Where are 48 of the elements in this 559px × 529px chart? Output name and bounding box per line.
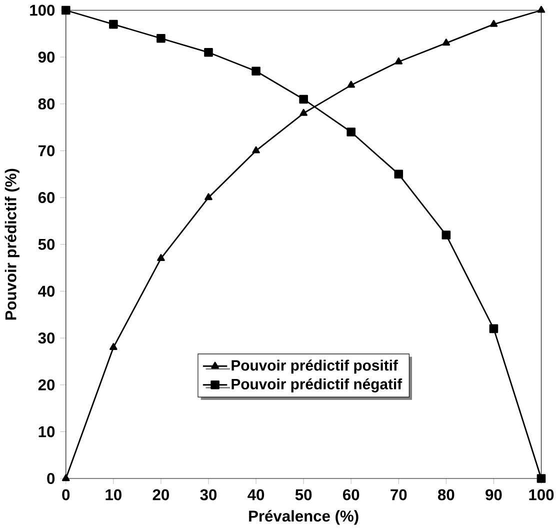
x-tick-label: 30 bbox=[200, 489, 217, 500]
point bbox=[62, 474, 70, 481]
y-tick-label: 90 bbox=[38, 51, 55, 62]
y-tick-label: 100 bbox=[30, 4, 55, 16]
point bbox=[442, 230, 451, 240]
y-tick-label: 20 bbox=[38, 379, 55, 390]
point bbox=[61, 6, 70, 14]
point bbox=[156, 34, 166, 43]
y-tick-label: 0 bbox=[47, 472, 55, 484]
y-tick-label: 40 bbox=[38, 285, 55, 297]
point bbox=[394, 170, 404, 178]
point bbox=[489, 324, 498, 333]
point bbox=[299, 94, 308, 104]
point bbox=[204, 192, 212, 200]
y-axis-title: Pouvoir prédictif (%) bbox=[4, 168, 20, 320]
point bbox=[157, 254, 165, 261]
point bbox=[204, 48, 213, 57]
y-tick-label: 50 bbox=[38, 238, 55, 250]
x-tick-label: 0 bbox=[62, 489, 70, 500]
point bbox=[110, 342, 118, 350]
y-tick-label: 80 bbox=[38, 98, 55, 110]
point bbox=[252, 66, 260, 76]
x-tick-label: 40 bbox=[248, 489, 264, 500]
legend-label: Pouvoir prédictif négatif bbox=[232, 378, 402, 392]
point bbox=[346, 127, 356, 136]
x-tick-label: 70 bbox=[390, 489, 407, 500]
y-tick-label: 70 bbox=[38, 145, 55, 156]
y-tick-label: 30 bbox=[38, 332, 55, 344]
x-tick-label: 60 bbox=[343, 489, 360, 500]
x-tick-label: 90 bbox=[486, 489, 502, 500]
point bbox=[537, 6, 546, 13]
x-tick-label: 50 bbox=[295, 489, 312, 500]
y-tick-label: 60 bbox=[38, 192, 55, 203]
x-tick-label: 100 bbox=[529, 489, 554, 500]
point bbox=[252, 146, 260, 154]
point bbox=[490, 20, 498, 27]
x-tick-label: 20 bbox=[152, 489, 169, 500]
x-tick-label: 10 bbox=[106, 489, 122, 500]
x-axis-title: Prévalence (%) bbox=[249, 510, 358, 524]
point bbox=[300, 108, 308, 116]
point bbox=[394, 57, 403, 64]
point bbox=[347, 80, 356, 88]
point bbox=[109, 20, 118, 28]
x-tick-label: 80 bbox=[438, 489, 454, 500]
point bbox=[442, 38, 450, 46]
legend-label: Pouvoir prédictif positif bbox=[232, 359, 398, 374]
y-tick-label: 10 bbox=[38, 426, 55, 437]
point bbox=[536, 474, 546, 483]
